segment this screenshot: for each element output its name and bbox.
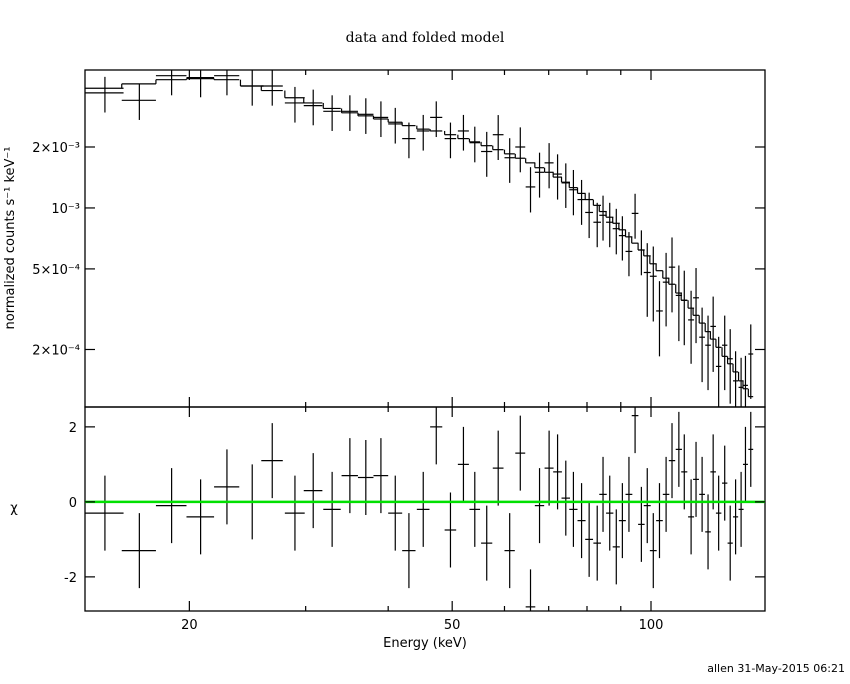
chart-title: data and folded model (346, 30, 505, 46)
y-tick-label: 2×10⁻⁴ (32, 343, 80, 358)
y-tick-label: 10⁻³ (51, 202, 80, 217)
r-tick-label: -2 (64, 571, 77, 586)
footer: allen 31-May-2015 06:21 (707, 662, 845, 675)
bottom-panel (85, 407, 765, 611)
residual-axis-label: χ (10, 501, 18, 516)
x-tick-label: 100 (639, 618, 664, 633)
x-tick-label: 20 (181, 618, 198, 633)
r-tick-label: 2 (69, 421, 77, 436)
top-panel (85, 70, 754, 407)
y-tick-label: 5×10⁻⁴ (32, 263, 80, 278)
x-axis-label: Energy (keV) (383, 636, 467, 651)
y-axis-label: normalized counts s⁻¹ keV⁻¹ (3, 147, 18, 330)
r-tick-label: 0 (69, 496, 77, 511)
y-tick-label: 2×10⁻³ (32, 141, 80, 156)
bottom-frame (84, 406, 766, 612)
x-tick-label: 50 (444, 618, 461, 633)
top-frame (84, 69, 766, 408)
